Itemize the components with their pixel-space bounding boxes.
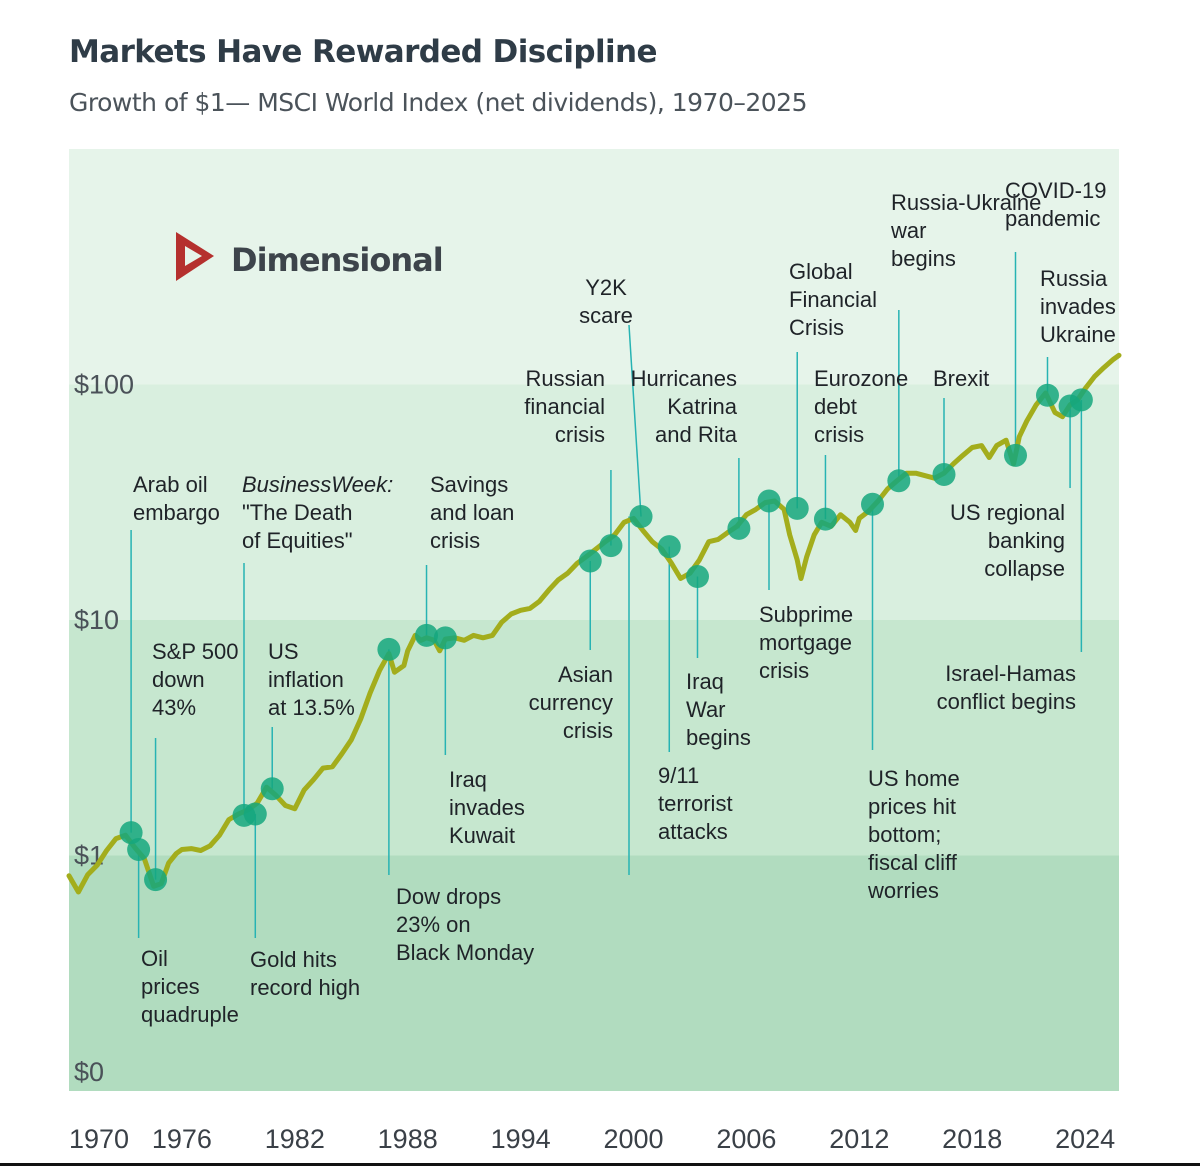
event-label: Russia invades Ukraine — [1040, 266, 1116, 347]
event-marker — [860, 492, 884, 516]
event-marker — [243, 802, 267, 826]
event-label: Savings and loan crisis — [430, 472, 514, 553]
event-marker — [629, 505, 653, 529]
event-marker — [813, 507, 837, 531]
event-label: Gold hits record high — [250, 947, 360, 1000]
y-tick-label: $10 — [74, 605, 119, 635]
event-label: Oil prices quadruple — [141, 946, 239, 1027]
event-label: Arab oil embargo — [133, 472, 220, 525]
event-marker — [144, 868, 168, 892]
event-label: Asian currency crisis — [529, 662, 613, 743]
x-tick-label: 2000 — [603, 1124, 663, 1154]
event-marker — [127, 838, 151, 862]
dimensional-logo: Dimensional — [176, 232, 444, 281]
event-marker — [599, 534, 623, 558]
chart-subtitle: Growth of $1— MSCI World Index (net divi… — [69, 88, 807, 117]
x-tick-label: 1982 — [265, 1124, 325, 1154]
event-label: COVID-19 pandemic — [1005, 178, 1106, 231]
event-marker — [932, 462, 956, 486]
event-label: Eurozone debt crisis — [814, 366, 908, 447]
x-tick-label: 1976 — [152, 1124, 212, 1154]
event-marker — [1035, 383, 1059, 407]
background-band — [69, 855, 1119, 1091]
y-tick-label: $100 — [74, 370, 134, 400]
event-label: Y2K scare — [579, 275, 633, 328]
event-label: US inflation at 13.5% — [268, 639, 355, 720]
x-tick-label: 2024 — [1055, 1124, 1115, 1154]
event-marker — [578, 549, 602, 573]
event-marker — [1004, 443, 1028, 467]
dimensional-logo-mark-icon — [176, 232, 214, 281]
event-marker — [785, 496, 809, 520]
event-marker — [887, 469, 911, 493]
event-label: Russia-Ukraine war begins — [890, 190, 1041, 271]
event-label: BusinessWeek: "The Death of Equities" — [242, 472, 393, 553]
event-label: US home prices hit bottom; fiscal cliff worr… — [867, 766, 960, 903]
event-label: S&P 500 down 43% — [152, 639, 238, 720]
event-label: Subprime mortgage crisis — [759, 602, 853, 683]
event-label: Dow drops 23% on Black Monday — [396, 884, 534, 965]
x-tick-label: 2012 — [829, 1124, 889, 1154]
event-marker — [727, 516, 751, 540]
dimensional-logo-text: Dimensional — [231, 241, 443, 279]
chart-title: Markets Have Rewarded Discipline — [69, 34, 658, 70]
event-label: Brexit — [933, 366, 989, 391]
x-tick-label: 1970 — [69, 1124, 129, 1154]
event-marker — [260, 777, 284, 801]
event-leader-line — [628, 324, 642, 517]
bottom-divider — [0, 1163, 1200, 1166]
event-label: 9/11 terrorist attacks — [658, 763, 733, 844]
event-label: Iraq War begins — [686, 669, 751, 750]
event-marker — [377, 637, 401, 661]
background-band — [69, 149, 1119, 385]
x-tick-label: 1988 — [378, 1124, 438, 1154]
event-label: Hurricanes Katrina and Rita — [631, 366, 738, 447]
event-marker — [1069, 388, 1093, 412]
x-tick-label: 1994 — [491, 1124, 551, 1154]
x-tick-label: 2018 — [942, 1124, 1002, 1154]
event-label: US regional banking collapse — [950, 500, 1065, 581]
event-marker — [433, 626, 457, 650]
event-label: Iraq invades Kuwait — [449, 767, 525, 848]
event-marker — [757, 489, 781, 513]
event-label: Global Financial Crisis — [789, 259, 877, 340]
event-marker — [657, 535, 681, 559]
event-label: Russian financial crisis — [524, 366, 605, 447]
y-tick-label: $0 — [74, 1057, 104, 1087]
event-label: Israel-Hamas conflict begins — [937, 661, 1076, 714]
x-tick-label: 2006 — [716, 1124, 776, 1154]
event-marker — [415, 623, 439, 647]
event-marker — [685, 565, 709, 589]
